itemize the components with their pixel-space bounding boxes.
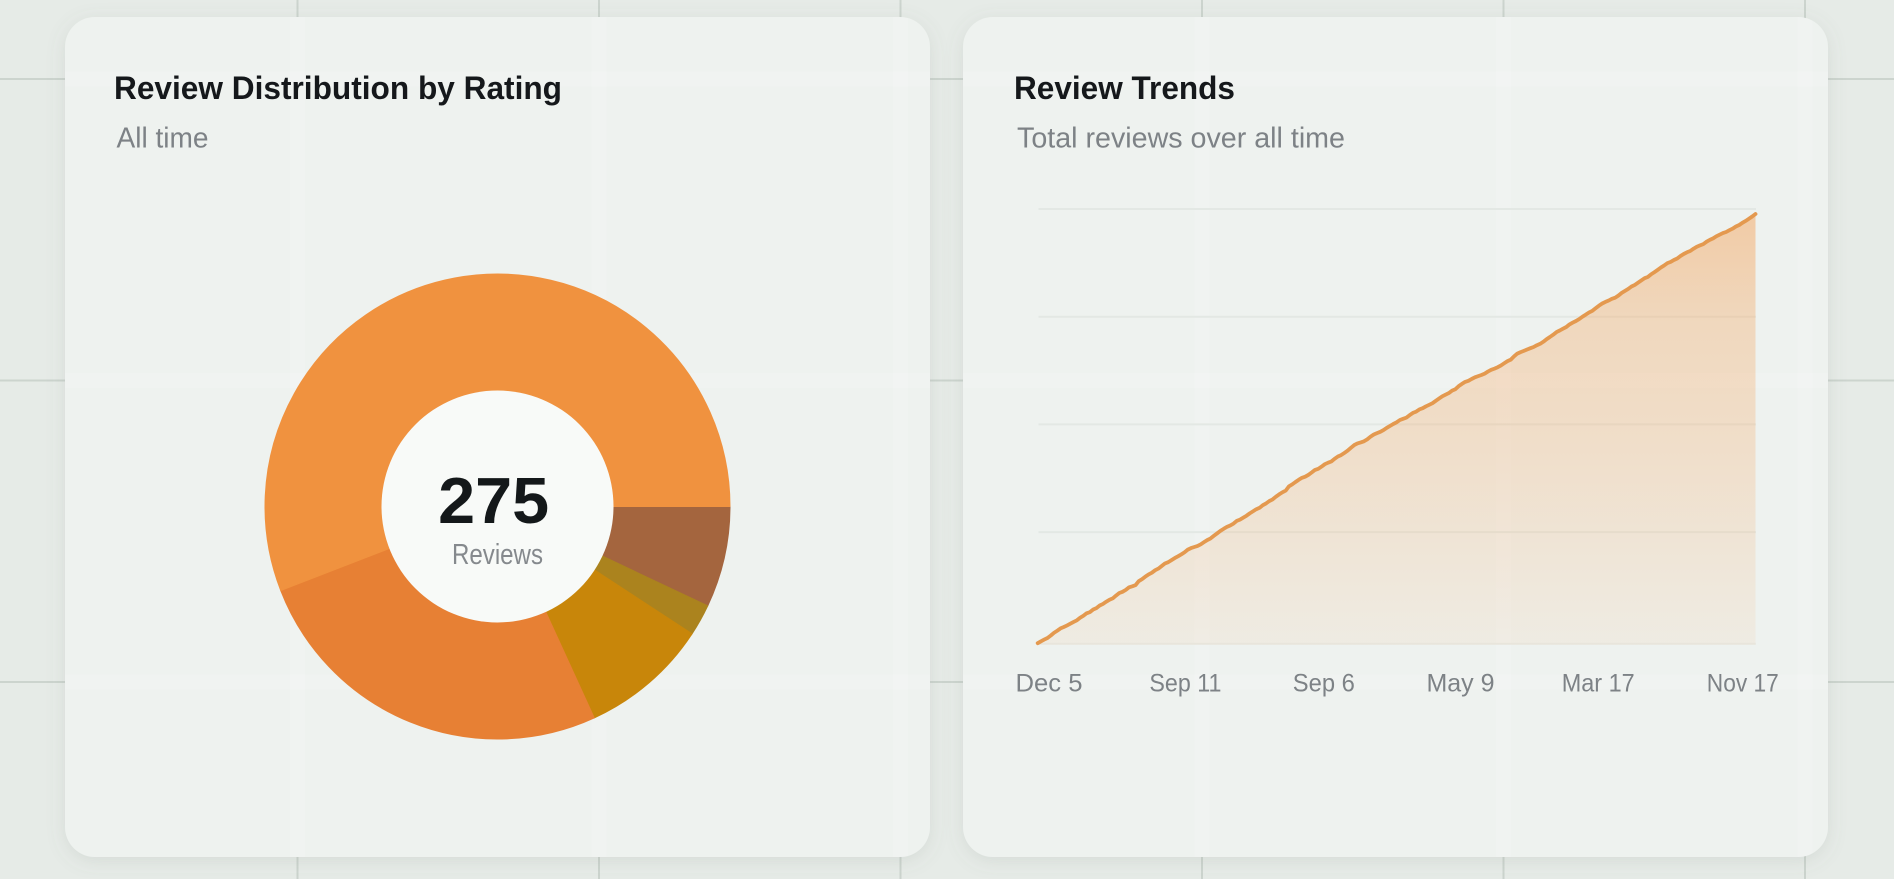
svg-text:Sep 11: Sep 11 [1149, 670, 1221, 698]
svg-text:Reviews: Reviews [452, 539, 543, 571]
svg-text:Total reviews over all time: Total reviews over all time [1017, 123, 1345, 155]
svg-text:Nov 17: Nov 17 [1707, 670, 1779, 698]
svg-text:275: 275 [438, 465, 549, 537]
svg-text:All time: All time [117, 123, 209, 155]
svg-text:Review Distribution by Rating: Review Distribution by Rating [114, 70, 562, 106]
svg-text:Sep 6: Sep 6 [1293, 670, 1355, 698]
svg-text:Review Trends: Review Trends [1014, 70, 1235, 106]
svg-text:May 9: May 9 [1427, 670, 1495, 698]
svg-text:Dec 5: Dec 5 [1016, 670, 1083, 698]
svg-text:Mar 17: Mar 17 [1562, 670, 1635, 698]
